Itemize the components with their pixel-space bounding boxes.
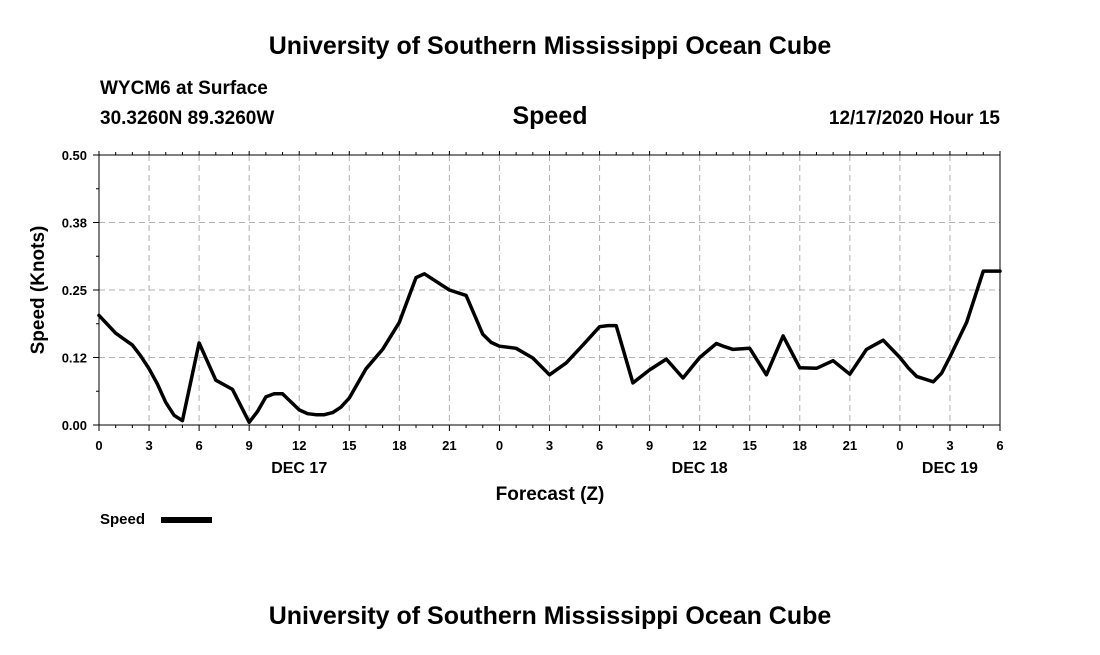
y-tick-labels: 0.00 0.12 0.25 0.38 0.50: [62, 148, 87, 433]
y-tick-label: 0.50: [62, 148, 87, 163]
x-axis-title: Forecast (Z): [496, 484, 605, 505]
plot-frame: [98, 154, 1001, 426]
x-tick-labels: 0 3 6 9 12 15 18 21 0 3 6 9 12 15 18 21 0 3 6: [95, 438, 1003, 453]
x-tick-label: 6: [996, 438, 1003, 453]
y-tick-label: 0.25: [62, 283, 87, 298]
chart-main-title: University of Southern Mississippi Ocean…: [269, 32, 832, 60]
station-label: WYCM6 at Surface: [100, 78, 268, 99]
x-tick-label: 6: [596, 438, 603, 453]
x-tick-label: 18: [793, 438, 807, 453]
y-tick-label: 0.00: [62, 418, 87, 433]
series-line-speed: [97, 269, 1002, 425]
x-tick-label: 0: [496, 438, 503, 453]
x-tick-label: 9: [246, 438, 253, 453]
x-tick-label: 0: [896, 438, 903, 453]
x-tick-label: 18: [392, 438, 406, 453]
day-labels: DEC 17 DEC 18 DEC 19: [271, 460, 978, 477]
day-label: DEC 18: [672, 460, 728, 477]
x-tick-label: 15: [742, 438, 756, 453]
y-axis-ticks: [93, 154, 99, 426]
x-tick-label: 3: [145, 438, 152, 453]
variable-title: Speed: [512, 102, 587, 130]
forecast-datetime: 12/17/2020 Hour 15: [829, 108, 1001, 129]
y-tick-label: 0.12: [62, 351, 87, 366]
x-tick-label: 12: [692, 438, 706, 453]
x-tick-label: 3: [946, 438, 953, 453]
station-coords: 30.3260N 89.3260W: [100, 108, 274, 129]
y-tick-label: 0.38: [62, 216, 87, 231]
x-tick-label: 21: [442, 438, 456, 453]
x-tick-label: 12: [292, 438, 306, 453]
x-tick-label: 9: [646, 438, 653, 453]
footer-title: University of Southern Mississippi Ocean…: [269, 602, 832, 630]
day-label: DEC 17: [271, 460, 327, 477]
x-tick-label: 21: [843, 438, 857, 453]
series-layer: [97, 269, 1002, 425]
legend-label: Speed: [100, 511, 145, 528]
x-tick-label: 3: [546, 438, 553, 453]
y-axis-title: Speed (Knots): [28, 226, 49, 355]
x-tick-label: 15: [342, 438, 356, 453]
grid-lines: [99, 155, 1000, 425]
x-tick-label: 6: [195, 438, 202, 453]
x-tick-label: 0: [95, 438, 102, 453]
day-label: DEC 19: [922, 460, 978, 477]
